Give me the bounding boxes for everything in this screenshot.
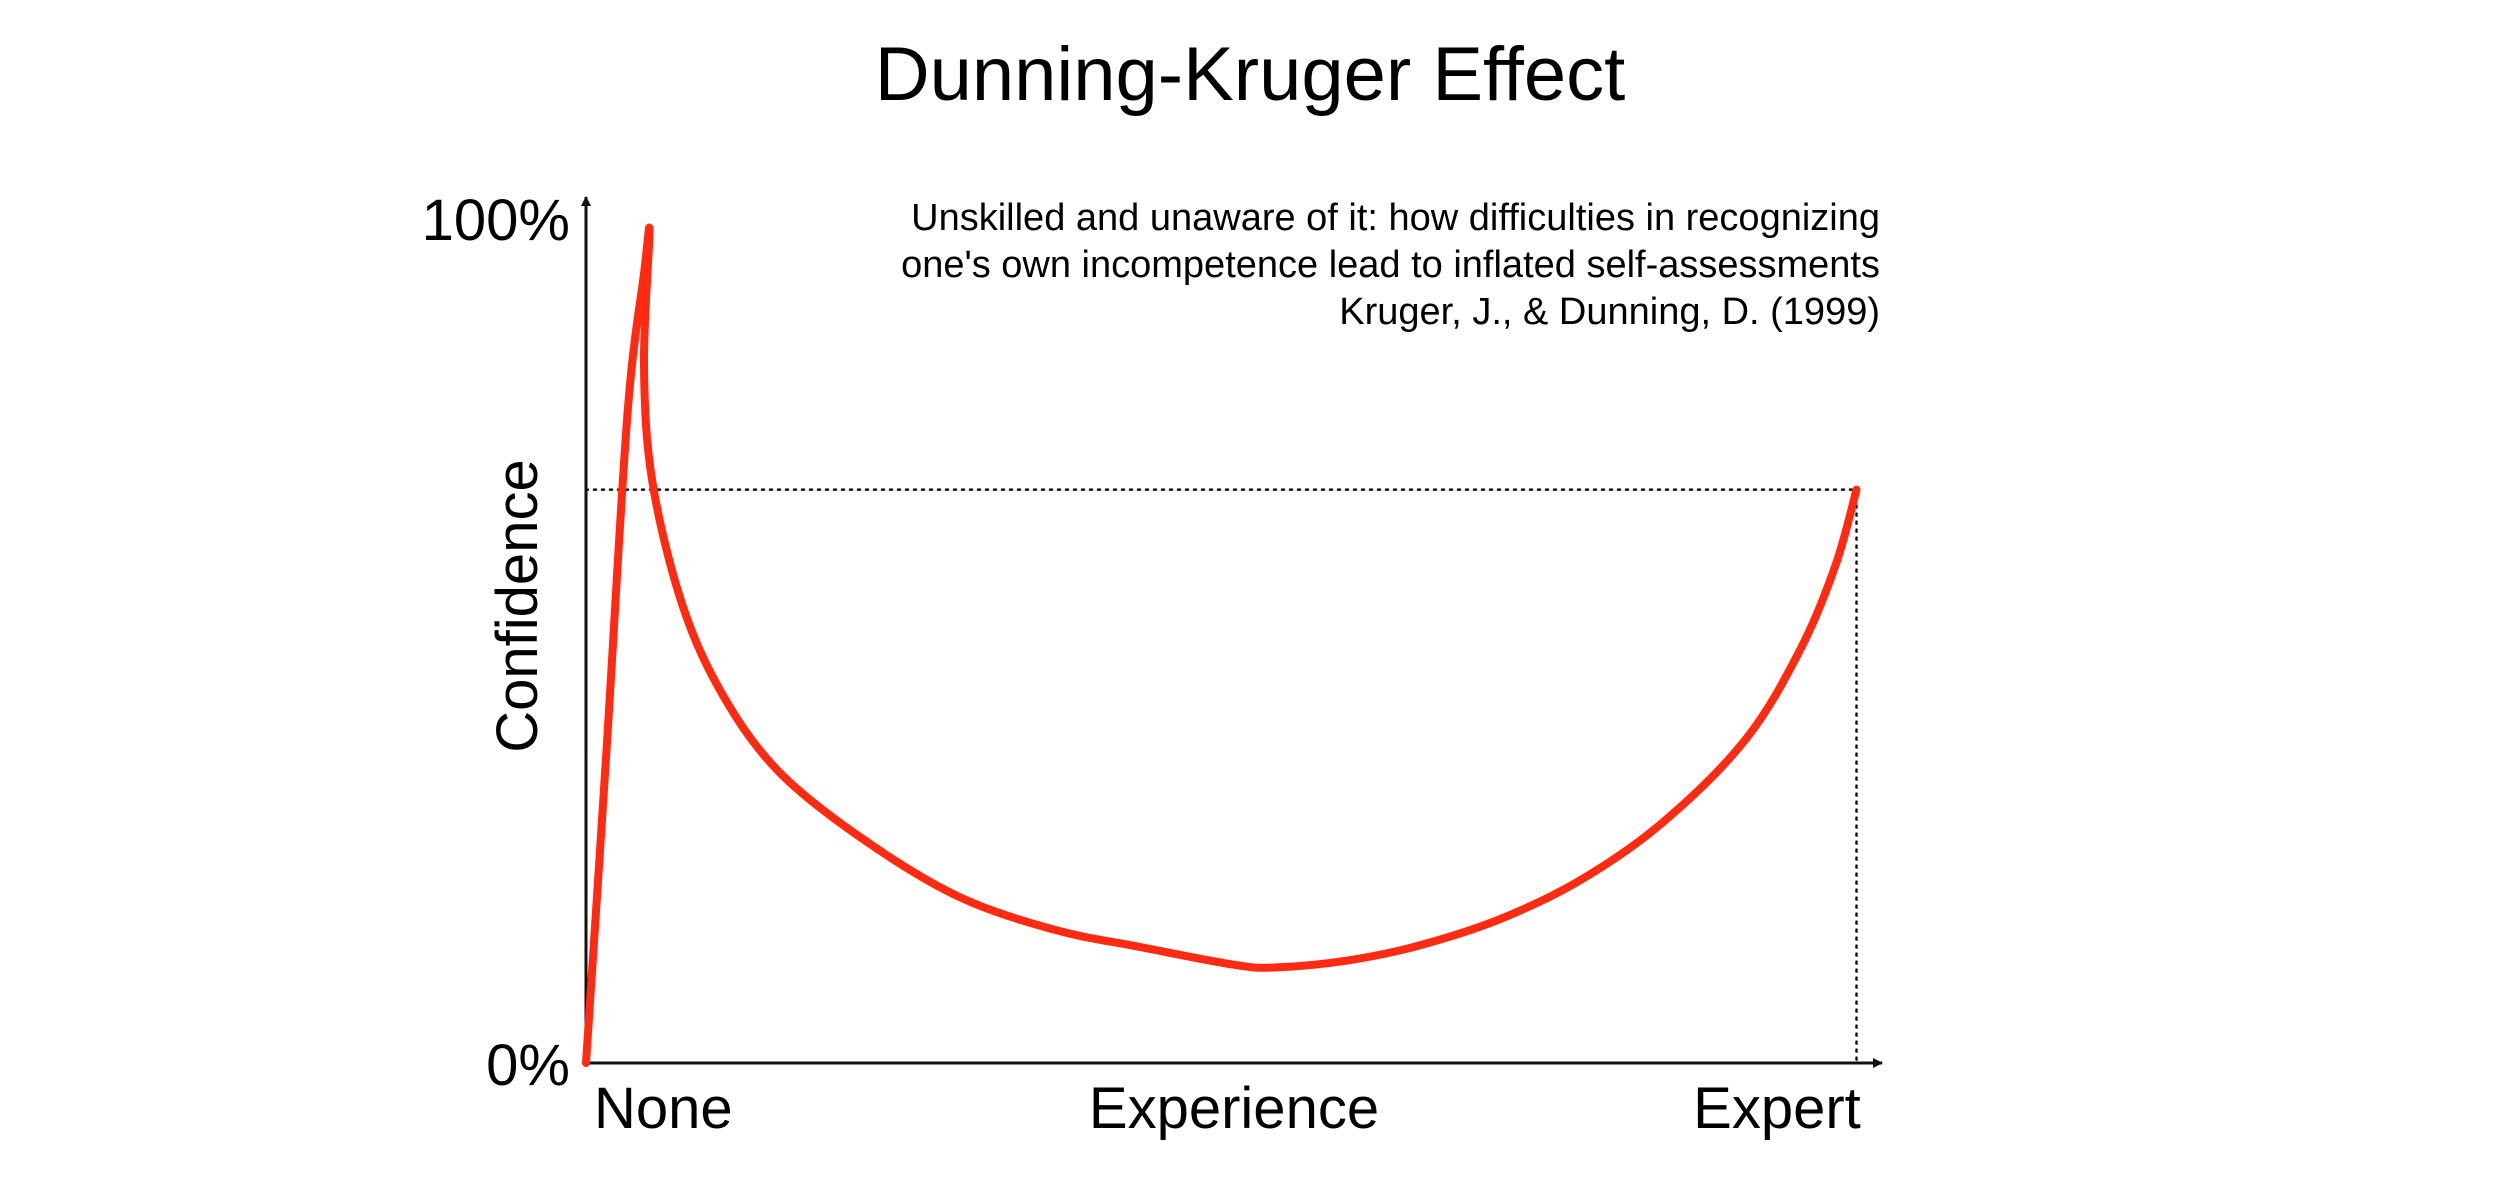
- x-axis-label: Experience: [1089, 1076, 1379, 1141]
- y-tick-100-percent: 100%: [422, 188, 570, 253]
- annotation-line-1: Unskilled and unaware of it: how difficu…: [911, 197, 1880, 239]
- confidence-curve-line: [582, 223, 1861, 1067]
- annotation-line-3: Kruger, J., & Dunning, D. (1999): [1339, 291, 1880, 333]
- chart-title: Dunning-Kruger Effect: [875, 32, 1626, 117]
- citation-annotation: Unskilled and unaware of it: how difficu…: [901, 197, 1880, 333]
- reference-lines: [584, 488, 1858, 1065]
- x-tick-none: None: [594, 1076, 733, 1141]
- annotation-line-2: one's own incompetence lead to inflated …: [901, 244, 1880, 286]
- y-axis-label: Confidence: [485, 459, 550, 752]
- y-tick-0-percent: 0%: [486, 1033, 570, 1098]
- x-tick-expert: Expert: [1693, 1076, 1861, 1141]
- series-layer: [582, 223, 1861, 1067]
